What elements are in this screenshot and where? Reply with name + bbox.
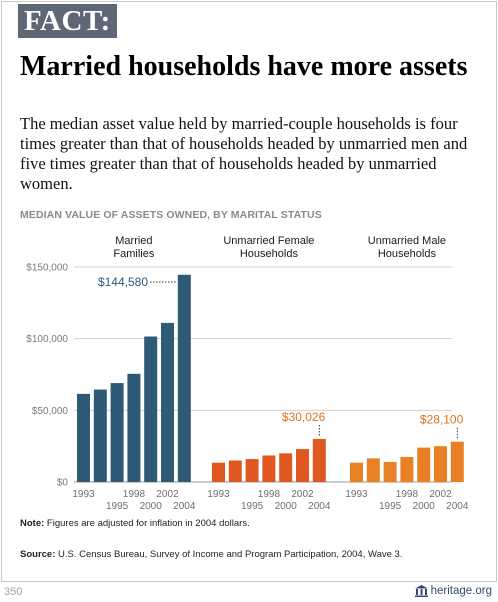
note-text: Figures are adjusted for inflation in 20… xyxy=(46,518,250,529)
bar xyxy=(245,459,259,482)
callout-label: $30,026 xyxy=(282,410,326,424)
y-tick-label: $50,000 xyxy=(32,406,69,417)
callout-label: $144,580 xyxy=(98,275,148,289)
x-tick-label: 1993 xyxy=(207,489,230,500)
x-tick-label: 2004 xyxy=(308,501,331,512)
group-label: Households xyxy=(240,248,299,260)
bar xyxy=(144,336,158,482)
group-label: Unmarried Male xyxy=(368,235,446,247)
y-tick-label: $100,000 xyxy=(26,334,68,345)
x-tick-label: 1995 xyxy=(379,501,402,512)
bar xyxy=(450,441,464,482)
fact-tag: FACT: xyxy=(18,4,117,38)
page-number: 350 xyxy=(4,586,23,598)
bar xyxy=(434,446,447,482)
bar xyxy=(279,453,293,482)
bar xyxy=(177,274,191,482)
x-tick-label: 1993 xyxy=(345,489,368,500)
x-tick-label: 2000 xyxy=(275,501,298,512)
bar xyxy=(77,393,90,482)
note-label: Note: xyxy=(20,518,45,529)
x-tick-label: 2004 xyxy=(173,501,196,512)
bar xyxy=(110,383,124,482)
bar-chart: $0 $50,000 $100,000 $150,000 MarriedFamilies… xyxy=(26,235,469,512)
x-tick-label: 1998 xyxy=(258,489,281,500)
x-tick-label: 1998 xyxy=(396,489,419,500)
chart-title: MEDIAN VALUE OF ASSETS OWNED, BY MARITAL… xyxy=(20,209,322,221)
bar xyxy=(212,462,225,482)
building-icon xyxy=(414,585,428,597)
x-tick-label: 2000 xyxy=(140,501,163,512)
source-text: U.S. Census Bureau, Survey of Income and… xyxy=(58,549,403,560)
x-tick-label: 2002 xyxy=(291,489,314,500)
x-tick-label: 2002 xyxy=(156,489,179,500)
bar xyxy=(366,458,380,482)
x-tick-label: 2000 xyxy=(413,501,436,512)
page-title: Married households have more assets xyxy=(20,51,468,82)
page-subtitle: The median asset value held by married-c… xyxy=(20,114,468,193)
x-tick-label: 1995 xyxy=(106,501,129,512)
bar xyxy=(383,461,397,482)
bar xyxy=(228,460,242,482)
x-tick-label: 2004 xyxy=(446,501,469,512)
bar xyxy=(296,449,309,482)
x-tick-label: 1998 xyxy=(123,489,146,500)
logo-text: heritage.org xyxy=(430,585,492,597)
note: Note: Figures are adjusted for inflation… xyxy=(20,518,250,529)
bar xyxy=(312,438,326,482)
x-tick-label: 2002 xyxy=(429,489,452,500)
x-tick-label: 1993 xyxy=(72,489,95,500)
source: Source: U.S. Census Bureau, Survey of In… xyxy=(20,549,402,560)
bar xyxy=(350,462,363,482)
bar xyxy=(127,373,141,482)
y-tick-label: $0 xyxy=(57,478,69,489)
heritage-logo[interactable]: heritage.org xyxy=(414,585,492,597)
callout-label: $28,100 xyxy=(420,413,464,427)
bar xyxy=(262,455,276,482)
bar xyxy=(400,456,414,482)
y-tick-label: $150,000 xyxy=(26,263,68,274)
group-label: Families xyxy=(113,248,154,260)
bar xyxy=(93,389,107,482)
group-label: Unmarried Female xyxy=(223,235,314,247)
x-tick-label: 1995 xyxy=(241,501,264,512)
group-label: Married xyxy=(115,235,152,247)
source-label: Source: xyxy=(20,549,56,560)
bar xyxy=(417,447,431,482)
bar xyxy=(161,322,174,482)
infographic-card xyxy=(1,1,497,582)
group-label: Households xyxy=(378,248,437,260)
